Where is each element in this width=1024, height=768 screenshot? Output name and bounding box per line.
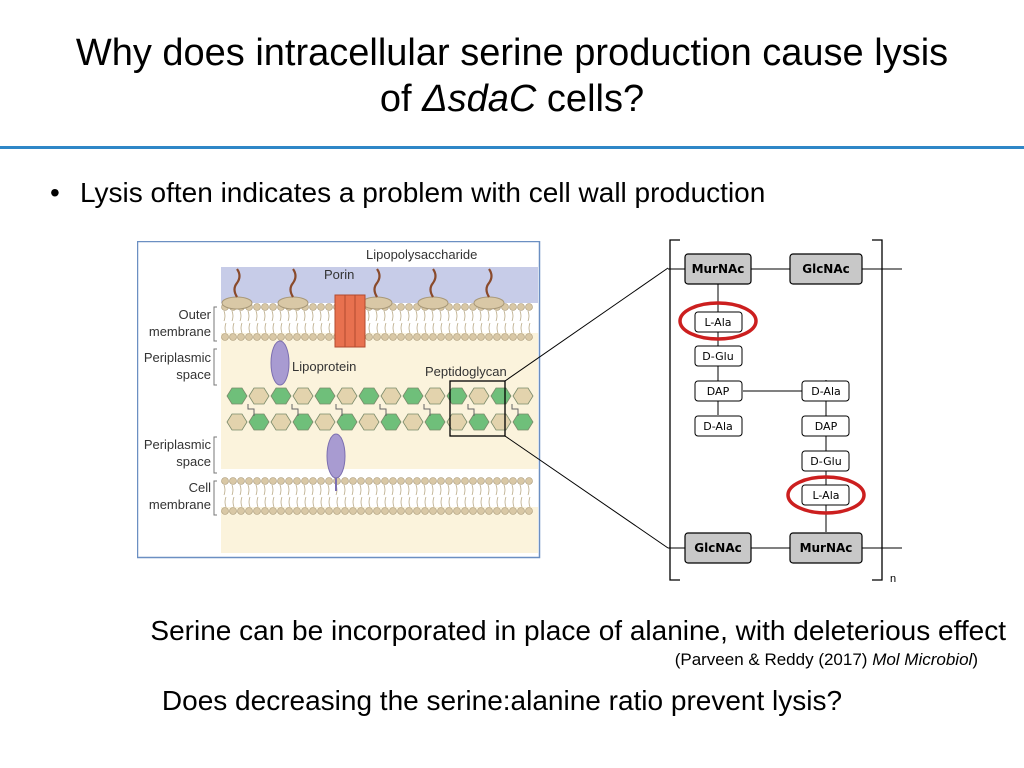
sugar-murnac-top: [684, 253, 752, 285]
research-question: Does decreasing the serine:alanine ratio…: [161, 685, 843, 716]
residue-left-4-label: D-Ala: [703, 420, 733, 433]
residue-right-1: [801, 380, 850, 402]
residue-left-1: [694, 311, 743, 333]
highlight-circle-right-lala: [786, 475, 866, 515]
label-cell: Cell: [189, 480, 212, 495]
peptidoglycan-layer: [226, 387, 534, 431]
label-space-1: space: [176, 367, 211, 382]
residue-left-3-label: DAP: [707, 385, 730, 398]
sugar-glcnac-top: [789, 253, 863, 285]
lipopolysaccharide-molecules: [221, 268, 505, 310]
residue-left-3: [694, 380, 743, 402]
main-statement: Serine can be incorporated in place of a…: [150, 615, 1006, 646]
highlight-circle-left-lala: [678, 301, 758, 341]
glycan-backbone-lines: [668, 268, 902, 549]
residue-right-2: [801, 415, 850, 437]
bullet-text: Lysis often indicates a problem with cel…: [80, 177, 766, 208]
label-lipopolysaccharide: Lipopolysaccharide: [366, 247, 477, 262]
sugar-glcnac-bottom-label: GlcNAc: [694, 541, 742, 555]
bullet-marker: •: [50, 177, 60, 208]
residue-right-2-label: DAP: [815, 420, 838, 433]
residue-right-3: [801, 450, 850, 472]
sugar-glcnac-bottom: [684, 532, 752, 564]
repeat-brackets: [669, 239, 883, 581]
residue-right-4-label: L-Ala: [813, 489, 840, 502]
bullet-point: • Lysis often indicates a problem with ce…: [50, 176, 765, 210]
periplasm-region-2: [221, 433, 538, 469]
citation-journal: Mol Microbiol: [872, 650, 973, 669]
label-porin: Porin: [324, 267, 354, 282]
residue-right-4: [801, 484, 850, 506]
slide-title: Why does intracellular serine production…: [0, 30, 1024, 122]
residue-left-2-label: D-Glu: [702, 350, 733, 363]
membrane-protein-shape: [326, 433, 346, 479]
repeat-subscript: n: [890, 573, 896, 585]
lipoprotein-shape: [270, 340, 290, 386]
zoom-box: [449, 380, 506, 437]
title-gene-name: ΔsdaC: [422, 78, 537, 120]
residue-left-2: [694, 345, 743, 367]
label-outer: Outer: [178, 307, 211, 322]
sugar-murnac-bottom: [789, 532, 863, 564]
sugar-murnac-bottom-label: MurNAc: [800, 541, 853, 555]
sugar-glcnac-top-label: GlcNAc: [802, 262, 850, 276]
residue-left-4: [694, 415, 743, 437]
label-cell-membrane: membrane: [149, 497, 211, 512]
peptide-crosslink-figure: MurNAc GlcNAc GlcNAc MurNAc L-Ala D-Glu …: [668, 239, 902, 585]
porin-protein: [334, 294, 366, 348]
title-line-2: of ΔsdaC cells?: [0, 76, 1024, 122]
title-divider: [0, 146, 1024, 149]
title-line-2-prefix: of: [379, 78, 423, 120]
label-lipoprotein: Lipoprotein: [292, 359, 356, 374]
citation-suffix: ): [972, 650, 978, 669]
periplasm-region-1: [221, 333, 538, 433]
label-periplasmic-1: Periplasmic: [144, 350, 212, 365]
title-line-1: Why does intracellular serine production…: [75, 32, 949, 74]
label-brackets: [213, 306, 217, 516]
sugar-murnac-top-label: MurNAc: [692, 262, 745, 276]
residue-right-1-label: D-Ala: [811, 385, 841, 398]
label-peptidoglycan: Peptidoglycan: [425, 364, 507, 379]
label-space-2: space: [176, 454, 211, 469]
cell-envelope-figure: Outer membrane Periplasmic space Peripla…: [137, 241, 541, 559]
residue-left-1-label: L-Ala: [705, 316, 732, 329]
citation: (Parveen & Reddy (2017) Mol Microbiol): [0, 650, 978, 670]
title-line-2-suffix: cells?: [536, 78, 645, 120]
label-outer-membrane: membrane: [149, 324, 211, 339]
residue-right-3-label: D-Glu: [810, 455, 841, 468]
label-periplasmic-2: Periplasmic: [144, 437, 212, 452]
citation-prefix: (Parveen & Reddy (2017): [674, 650, 873, 669]
